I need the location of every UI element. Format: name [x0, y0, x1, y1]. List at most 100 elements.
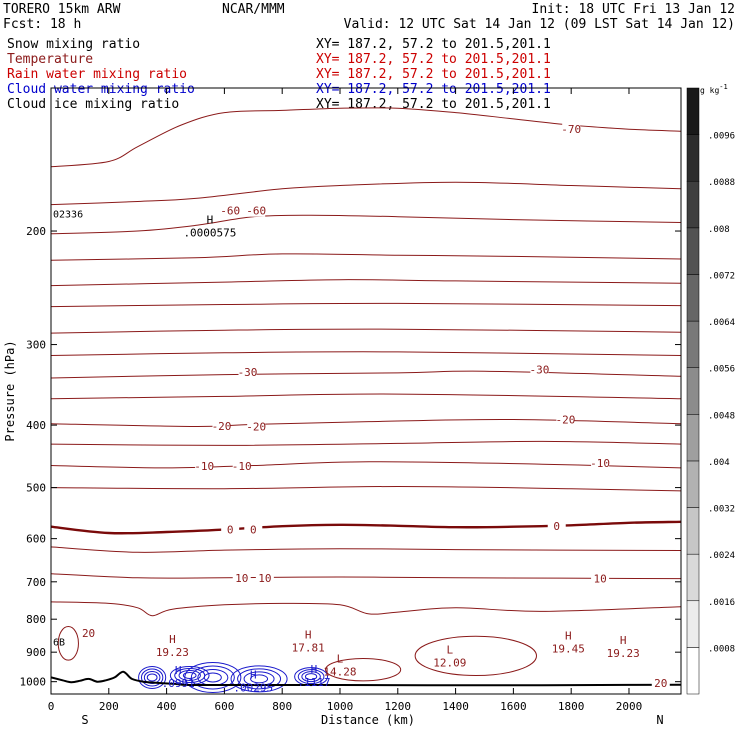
contour-label: -10 — [590, 457, 610, 470]
contour-label: -30 — [529, 364, 549, 377]
colorbar-segment — [686, 507, 700, 555]
colorbar-label: .008 — [708, 225, 730, 235]
y-tick-label: 400 — [26, 419, 46, 432]
contour-label-background — [591, 572, 610, 585]
extremum-value: 14.28 — [323, 665, 356, 678]
x-axis-title: Distance (km) — [321, 713, 415, 727]
extremum-value: 19.23 — [607, 647, 640, 660]
y-tick-label: 1000 — [20, 676, 47, 689]
colorbar-segment — [686, 274, 700, 322]
contour-label: 10 — [258, 572, 271, 585]
y-axis-title: Pressure (hPa) — [3, 340, 17, 441]
contour-label-background — [221, 523, 240, 536]
isotherm-line — [51, 181, 681, 206]
field-legend: Snow mixing ratio XY= 187.2, 57.2 to 201.… — [7, 37, 551, 112]
colorbar-unit: g kg-1 — [700, 83, 728, 95]
x-tick-label: 800 — [272, 700, 292, 713]
contour-label: -10 — [232, 460, 252, 473]
model-title: TORERO 15km ARW — [3, 2, 121, 17]
edge-label: 6B — [53, 637, 65, 648]
cloud-water-ring — [190, 665, 235, 690]
cloud-water-ring — [230, 665, 288, 693]
contour-label-background — [556, 413, 575, 426]
colorbar-segment — [686, 180, 700, 229]
contour-label: -20 — [246, 421, 266, 434]
x-tick-label: 2000 — [616, 700, 643, 713]
contour-label-background — [547, 519, 566, 532]
field-xy-range: XY= 187.2, 57.2 to 201.5,201.1 — [316, 97, 551, 112]
field-xy-range: XY= 187.2, 57.2 to 201.5,201.1 — [316, 82, 551, 97]
forecast-hour: Fcst: 18 h — [3, 17, 81, 32]
colorbar-label: .004 — [708, 458, 730, 468]
cloud-water-ring — [301, 671, 321, 683]
terrain-profile — [51, 670, 681, 687]
colorbar-segment — [686, 414, 700, 462]
contour-label-background — [247, 420, 266, 433]
colorbar-segment — [686, 367, 700, 415]
x-tick-label: 1000 — [327, 700, 354, 713]
isotherm-line — [51, 253, 681, 261]
colorbar-label: .0088 — [708, 178, 735, 188]
extremum-type: H — [305, 628, 312, 641]
isotherm-line — [51, 328, 681, 334]
cloud-water-ring — [203, 672, 222, 683]
extremum-value: .1117 — [297, 676, 330, 689]
extremum-type: L — [337, 652, 344, 665]
extremum-type: H — [250, 668, 257, 681]
plot-area: -70 -60 -60 -30 -30 -20 -20 -20 -10 -10 -10 0 0 0 10 10… — [3, 87, 682, 727]
valid-time: Valid: 12 UTC Sat 14 Jan 12 (09 LST Sat … — [344, 17, 735, 32]
cloud-water-ring — [184, 661, 242, 693]
isotherm-line — [51, 214, 681, 235]
cloud-water-ring — [146, 673, 158, 682]
isotherm-line — [51, 370, 681, 379]
y-tick-label: 500 — [26, 482, 46, 495]
contour-label-background — [244, 523, 263, 536]
field-name: Cloud water mixing ratio — [7, 82, 195, 97]
terrain-line — [51, 670, 681, 687]
contour-label: 0 — [553, 520, 560, 533]
extremum-type: L — [446, 643, 453, 656]
isotherm-line — [51, 601, 681, 617]
isotherm-line — [51, 461, 681, 469]
colorbar-segment — [686, 320, 700, 368]
isotherm-line — [51, 351, 681, 356]
contour-label: -70 — [561, 123, 581, 136]
y-tick-label: 300 — [26, 339, 46, 352]
extremum-value: .0000575 — [183, 226, 236, 239]
field-xy-range: XY= 187.2, 57.2 to 201.5,201.1 — [316, 67, 551, 82]
isotherm-closed-cell — [414, 635, 538, 677]
extremum-type: H — [311, 663, 318, 676]
colorbar-label: .0048 — [708, 411, 735, 421]
temperature-isotherms — [51, 107, 681, 682]
isotherm-line — [51, 573, 681, 580]
colorbar: .0008 .0016 .0024 .0032 .004 .0048 .0056 .0064.… — [686, 87, 735, 695]
y-tick-label: 200 — [26, 225, 46, 238]
colorbar-label: .0024 — [708, 551, 735, 561]
x-tick-label: 1600 — [500, 700, 527, 713]
extremum-value: .0991 — [162, 677, 195, 690]
contour-label: -20 — [555, 413, 575, 426]
x-tick-label: 1800 — [558, 700, 585, 713]
colorbar-label: .0056 — [708, 365, 735, 375]
isotherm-closed-cell — [57, 626, 79, 661]
extremum-type: H — [175, 664, 182, 677]
y-tick-label: 600 — [26, 533, 46, 546]
contour-label: 20 — [82, 627, 95, 640]
contour-label: 0 — [227, 524, 234, 537]
contour-label-background — [238, 366, 257, 379]
isotherm-line — [51, 279, 681, 287]
field-name: Rain water mixing ratio — [7, 67, 187, 82]
cloud-water-ring — [197, 668, 229, 686]
contour-label: -60 — [246, 205, 266, 218]
init-time: Init: 18 UTC Fri 13 Jan 12 — [532, 2, 736, 17]
x-tick-label: 400 — [157, 700, 177, 713]
contour-labels: -70 -60 -60 -30 -30 -20 -20 -20 -10 -10 -10 0 0 0 10 10… — [53, 123, 670, 690]
cloud-water-ring — [250, 674, 269, 684]
x-tick-label: 600 — [214, 700, 234, 713]
x-tick-label: 1400 — [442, 700, 469, 713]
contour-label: 0 — [250, 524, 257, 537]
cloud-water-ring — [178, 669, 201, 681]
isotherm-line — [51, 485, 681, 492]
